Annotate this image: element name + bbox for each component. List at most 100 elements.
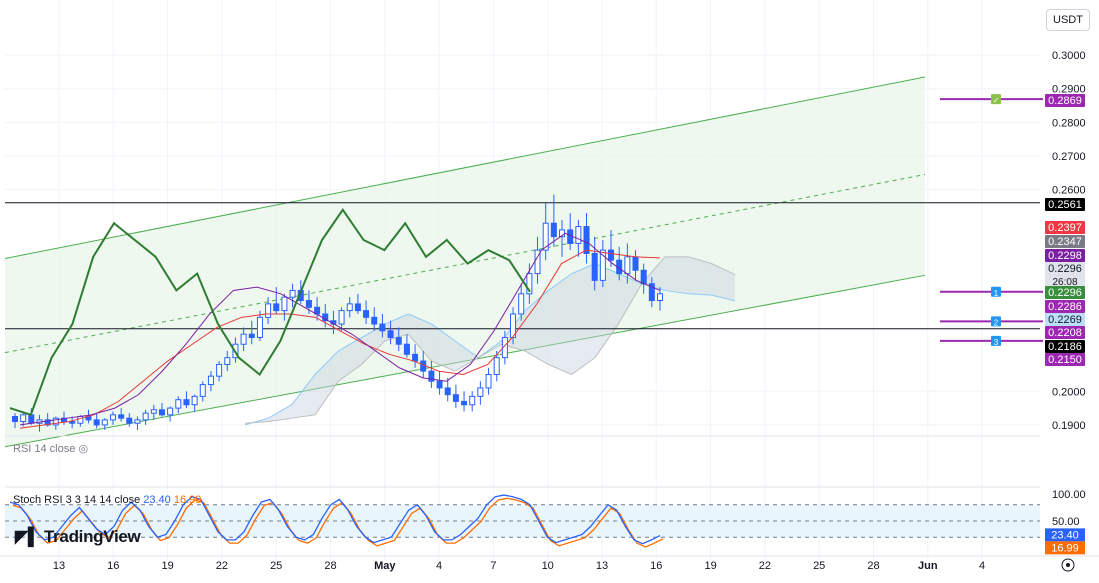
candle-body	[387, 330, 394, 339]
market-status-icon	[227, 14, 237, 24]
ichimoku-legend[interactable]: Ichimoku 9 26 52 26 0.2298 0.2397 0.2296…	[13, 65, 321, 79]
buy-button[interactable]: 0.2296 BUY	[103, 32, 158, 59]
candle-body	[420, 360, 427, 372]
candle-body	[52, 417, 59, 426]
x-tick-label: 7	[490, 560, 496, 572]
x-tick-label: 25	[813, 560, 825, 572]
open-value: 0.2286	[259, 12, 297, 26]
candle-body	[510, 313, 517, 339]
candle-body	[501, 337, 508, 359]
candle-body	[632, 256, 639, 271]
candle-body	[289, 289, 296, 298]
y-tick-label: 0.2800	[1052, 117, 1086, 129]
price-label-bg	[1045, 300, 1085, 313]
close-label: C	[409, 12, 419, 26]
eye-hidden-icon[interactable]: ◎	[78, 443, 89, 455]
price-label: 0.2286	[1048, 301, 1082, 313]
low-label: L	[358, 12, 365, 26]
x-tick-label: 25	[270, 560, 282, 572]
candle-body	[403, 343, 410, 355]
ichimoku-cloud	[245, 256, 735, 425]
rsi-legend[interactable]: RSI 14 close ◎	[13, 442, 88, 455]
candle-body	[550, 222, 557, 238]
price-label: 0.2561	[1048, 199, 1082, 211]
ichimoku-lagging-span	[9, 208, 531, 417]
change-value: +0.0010 (+0.44%)	[463, 12, 560, 26]
x-tick-label: 22	[216, 560, 228, 572]
ichimoku-value-0: 0.2298	[124, 65, 165, 79]
candle-body	[69, 421, 76, 424]
candle-body	[436, 380, 443, 389]
candle-body	[371, 316, 378, 325]
candle-body	[77, 416, 84, 424]
x-tick-label: 4	[436, 560, 442, 572]
currency-selector[interactable]: USDT	[1046, 9, 1090, 31]
collapse-indicators-button[interactable]: ⌃	[12, 83, 34, 100]
candle-body	[583, 226, 590, 254]
candle-body	[240, 333, 247, 345]
candle-body	[428, 370, 435, 382]
stoch-rsi-legend[interactable]: Stoch RSI 3 3 14 14 close 23.40 16.99	[13, 494, 201, 506]
candle-body	[599, 249, 606, 281]
ichimoku-span-a	[244, 263, 736, 426]
candle-body	[648, 283, 655, 302]
target-marker-label: 1	[994, 289, 999, 298]
price-label-bg	[1045, 326, 1085, 339]
candle-body	[101, 419, 108, 426]
price-label-bg	[1045, 262, 1085, 288]
x-tick-label: 28	[867, 560, 879, 572]
price-label: 0.2869	[1048, 95, 1082, 107]
symbol-title[interactable]: ALGOUSDT SPOT · 4h · BITGET	[32, 11, 242, 27]
candle-body	[281, 296, 288, 312]
candle-body	[126, 417, 133, 424]
ichimoku-value-2: 0.2296	[204, 65, 245, 79]
x-tick-label: 28	[324, 560, 336, 572]
price-label-bg	[1045, 94, 1085, 107]
candle-body	[640, 269, 647, 285]
candle-body	[216, 363, 223, 377]
stoch-band	[5, 504, 1040, 538]
stoch-k-label-bg	[1045, 528, 1085, 542]
candle-body	[232, 343, 239, 359]
candle-body	[273, 303, 280, 312]
price-label: 0.2296	[1048, 287, 1082, 299]
x-tick-label: 13	[596, 560, 608, 572]
low-value: 0.2241	[364, 12, 402, 26]
sell-button[interactable]: 0.2295 SELL	[11, 32, 66, 59]
candle-body	[85, 416, 92, 421]
channel-fill	[5, 76, 925, 447]
candle-body	[191, 395, 198, 406]
stoch-d-label-bg	[1045, 541, 1085, 555]
target-marker-1	[991, 286, 1001, 297]
candle-body	[354, 303, 361, 312]
y-tick-label: 0.2700	[1052, 151, 1086, 163]
spread-value: 0.0001	[71, 40, 102, 51]
candle-body	[207, 375, 214, 386]
candle-body	[248, 333, 255, 339]
candle-body	[575, 226, 582, 244]
brand-name: TradingView	[43, 527, 141, 546]
price-label-bg	[1045, 235, 1085, 248]
tradingview-logo: ◤▌ TradingView	[15, 527, 141, 546]
candle-body	[28, 414, 35, 424]
candle-body	[322, 313, 329, 322]
candle-body	[44, 419, 51, 426]
target-marker-label: 2	[994, 318, 999, 327]
candle-body	[493, 357, 500, 375]
ichimoku-values: 0.2298 0.2397 0.2296 0.2347 0.2269	[124, 65, 321, 79]
target-marker-3	[991, 335, 1001, 346]
ichimoku-base-line	[19, 249, 661, 429]
ichimoku-value-3: 0.2347	[244, 65, 285, 79]
candle-body	[363, 310, 370, 318]
candle-body	[379, 323, 386, 332]
stoch-tick-100: 100.00	[1052, 489, 1086, 501]
candle-body	[20, 414, 27, 423]
stoch-d-label: 16.99	[1051, 542, 1079, 554]
y-tick-label: 0.1900	[1052, 420, 1086, 432]
channel-upper-line	[4, 76, 926, 260]
ichimoku-conversion-line	[19, 232, 661, 426]
price-label: 0.2397	[1048, 222, 1082, 234]
candle-body	[452, 394, 459, 402]
price-label-bg	[1045, 221, 1085, 234]
x-tick-label: May	[374, 560, 396, 572]
